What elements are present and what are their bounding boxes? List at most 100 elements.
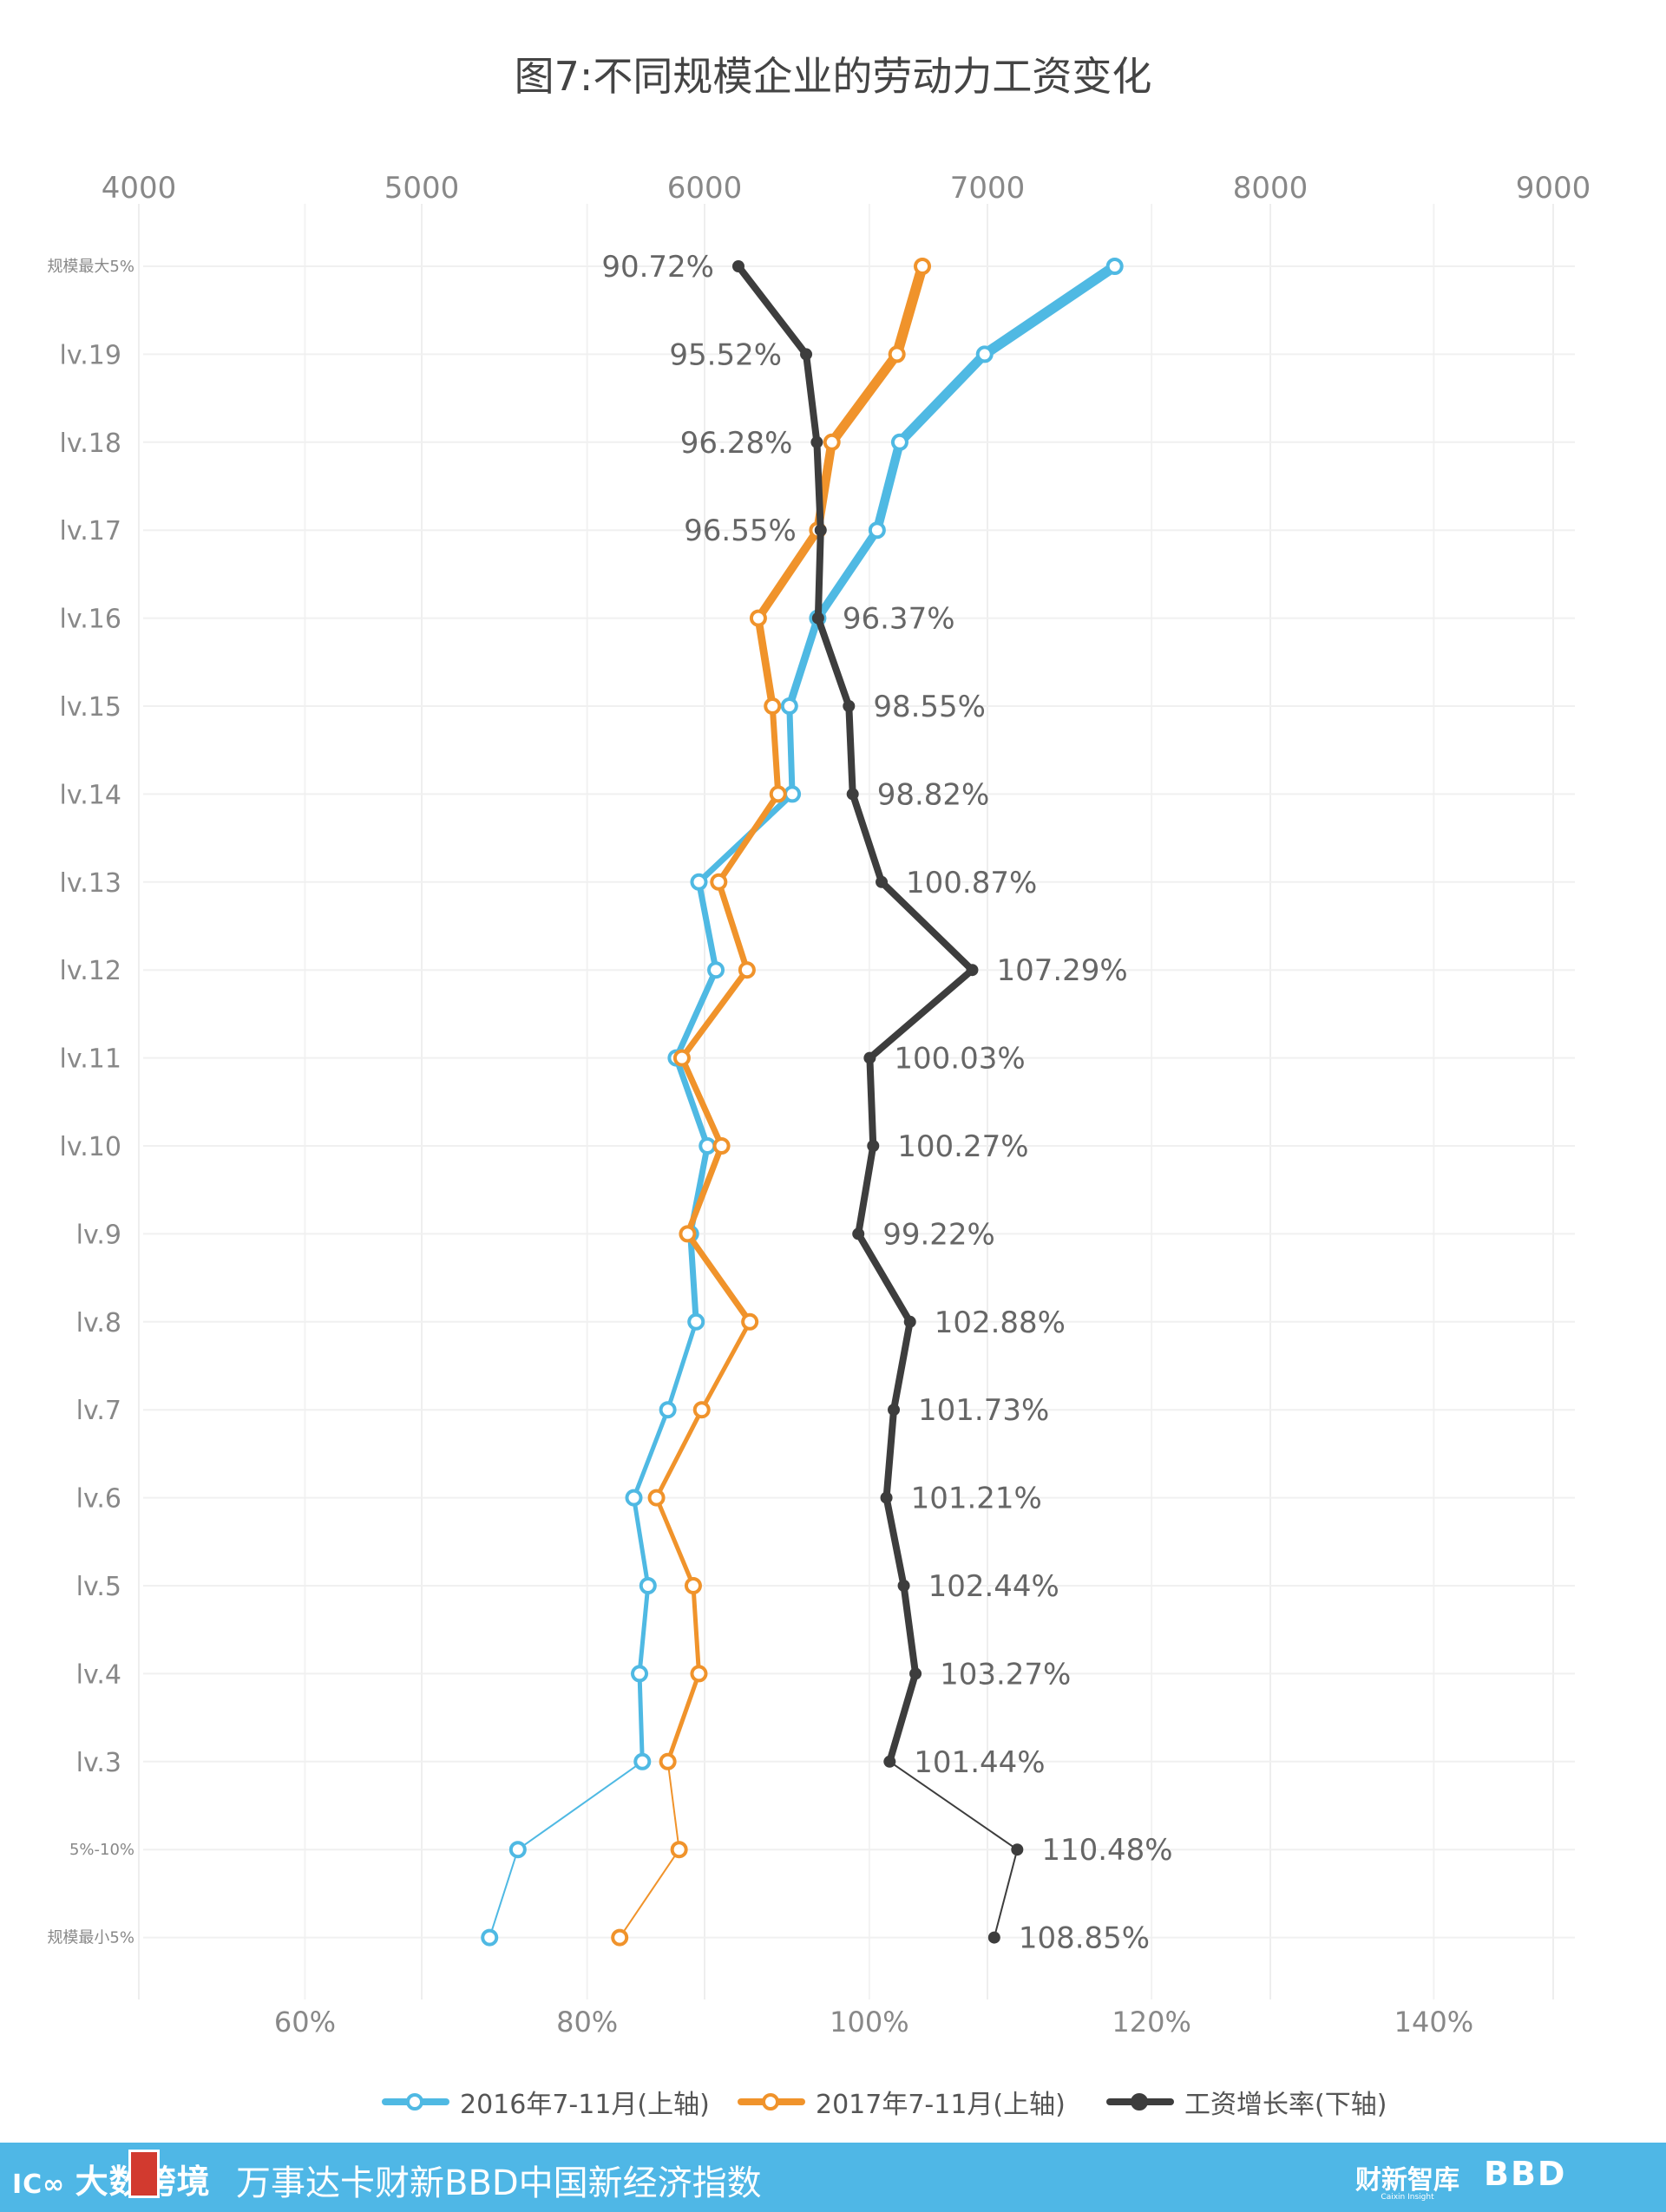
series-segment-1 <box>684 1142 725 1237</box>
top-axis-tick-label: 8000 <box>1233 171 1309 206</box>
category-label: 5%-10% <box>69 1841 134 1859</box>
legend-item-2016[interactable]: 2016年7-11月(上轴) <box>382 2080 710 2124</box>
growth-point <box>966 964 979 977</box>
series-segment-0 <box>632 1407 671 1501</box>
series-2017-point <box>749 609 767 627</box>
series-2016-point <box>508 1841 527 1859</box>
series-segment-2 <box>866 1054 877 1149</box>
growth-data-label: 100.27% <box>897 1129 1028 1164</box>
series-2017-point <box>764 697 782 715</box>
series-segment-0 <box>637 1671 645 1764</box>
series-segment-2 <box>855 1230 914 1325</box>
series-segment-2 <box>882 1494 908 1589</box>
growth-data-label: 101.73% <box>918 1393 1049 1428</box>
series-segment-0 <box>489 1849 519 1939</box>
series-2016-point <box>1105 258 1124 275</box>
category-label: lv.9 <box>76 1220 121 1250</box>
series-2017-point <box>692 1401 711 1419</box>
series-2016-point <box>784 785 802 803</box>
series-2017-point <box>690 1665 708 1683</box>
series-2016-point <box>625 1489 643 1507</box>
top-axis-tick-label: 5000 <box>384 171 460 206</box>
series-2016-point <box>631 1665 649 1683</box>
series-segment-1 <box>679 1055 725 1149</box>
series-segment-1 <box>684 1230 753 1325</box>
series-segment-2 <box>900 1582 920 1678</box>
series-2016-point <box>633 1752 652 1770</box>
series-2017-point <box>647 1489 666 1507</box>
bottom-axis-tick-label: 80% <box>556 2006 618 2039</box>
series-segment-2 <box>814 614 853 710</box>
growth-data-label: 95.52% <box>669 337 782 372</box>
growth-point <box>909 1667 922 1680</box>
legend-item-growth[interactable]: 工资增长率(下轴) <box>1106 2080 1387 2124</box>
growth-point <box>876 875 889 888</box>
series-segment-0 <box>695 879 719 973</box>
growth-point <box>883 1755 896 1768</box>
footer-title: 万事达卡财新BBD中国新经济指数 <box>236 2163 762 2203</box>
top-axis-tick-label: 9000 <box>1516 171 1591 206</box>
series-segment-1 <box>699 1319 752 1412</box>
growth-data-label: 110.48% <box>1041 1833 1172 1868</box>
category-label: lv.19 <box>60 340 121 370</box>
category-label: lv.16 <box>60 605 121 635</box>
growth-point <box>903 1315 916 1328</box>
growth-point <box>814 524 827 537</box>
footer-banner: IC∞ 大数跨境 万事达卡财新BBD中国新经济指数 财新智库 Caixin In… <box>0 2143 1666 2212</box>
series-2016-point <box>690 873 708 891</box>
legend-item-2017[interactable]: 2017年7-11月(上轴) <box>738 2080 1066 2124</box>
growth-data-label: 107.29% <box>996 953 1127 988</box>
series-segment-1 <box>754 526 823 623</box>
series-segment-2 <box>855 1142 877 1238</box>
series-segment-0 <box>979 261 1120 360</box>
growth-data-label: 103.27% <box>940 1657 1071 1692</box>
series-2017-point <box>823 433 841 451</box>
series-segment-2 <box>993 1849 1019 1939</box>
series-segment-2 <box>866 966 976 1062</box>
growth-point <box>1011 1843 1024 1856</box>
growth-point <box>852 1227 865 1240</box>
series-segment-1 <box>715 790 782 886</box>
growth-point <box>731 260 744 272</box>
bottom-axis-tick-label: 140% <box>1394 2006 1473 2039</box>
series-2016-point <box>890 433 908 451</box>
series-2017-point <box>888 345 906 363</box>
growth-data-label: 100.03% <box>894 1042 1025 1077</box>
category-label: lv.5 <box>76 1572 121 1602</box>
series-2016-point <box>639 1577 657 1594</box>
category-label: lv.18 <box>60 429 121 459</box>
bottom-axis-tick-label: 120% <box>1112 2006 1190 2039</box>
top-axis-tick-label: 7000 <box>950 171 1026 206</box>
series-segment-0 <box>672 966 719 1062</box>
series-segment-0 <box>785 614 822 710</box>
category-label: 规模最大5% <box>47 258 134 276</box>
series-2017-point <box>684 1577 702 1594</box>
category-label: lv.6 <box>76 1484 121 1515</box>
growth-data-label: 99.22% <box>882 1217 995 1252</box>
category-label: lv.3 <box>76 1748 121 1778</box>
series-segment-1 <box>827 349 902 448</box>
category-label: 规模最小5% <box>47 1929 134 1947</box>
growth-point <box>863 1051 876 1064</box>
series-segment-0 <box>637 1583 651 1676</box>
series-2017-point <box>710 873 728 891</box>
growth-point <box>843 700 856 712</box>
series-segment-2 <box>890 1318 914 1414</box>
series-segment-2 <box>878 878 976 974</box>
category-label: lv.12 <box>60 956 121 986</box>
growth-point <box>810 435 823 448</box>
series-segment-1 <box>679 966 751 1062</box>
series-2016-point <box>659 1401 677 1419</box>
growth-data-label: 108.85% <box>1019 1921 1150 1956</box>
series-2017-point <box>914 258 932 275</box>
growth-point <box>897 1580 910 1592</box>
series-2016-point <box>481 1928 499 1947</box>
category-label: lv.17 <box>60 516 121 546</box>
footer-badge-icon <box>128 2150 160 2198</box>
series-segment-2 <box>889 1760 1019 1851</box>
series-2016-point <box>699 1137 717 1155</box>
series-2016-point <box>687 1312 705 1331</box>
growth-point <box>880 1491 893 1504</box>
category-label: lv.7 <box>76 1396 121 1426</box>
growth-data-label: 98.82% <box>877 777 990 812</box>
